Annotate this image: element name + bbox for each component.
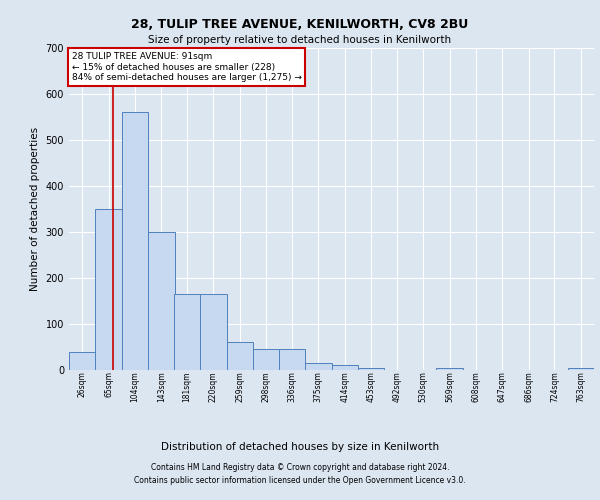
Y-axis label: Number of detached properties: Number of detached properties xyxy=(30,126,40,291)
Bar xyxy=(227,342,253,370)
Text: Distribution of detached houses by size in Kenilworth: Distribution of detached houses by size … xyxy=(161,442,439,452)
Bar xyxy=(148,232,175,370)
Bar xyxy=(279,350,305,370)
Bar xyxy=(200,294,227,370)
Bar xyxy=(95,209,122,370)
Bar xyxy=(253,350,280,370)
Bar xyxy=(69,352,95,370)
Bar xyxy=(122,112,148,370)
Text: 28, TULIP TREE AVENUE, KENILWORTH, CV8 2BU: 28, TULIP TREE AVENUE, KENILWORTH, CV8 2… xyxy=(131,18,469,30)
Bar xyxy=(305,363,331,370)
Text: Contains public sector information licensed under the Open Government Licence v3: Contains public sector information licen… xyxy=(134,476,466,485)
Bar xyxy=(358,368,384,370)
Text: Contains HM Land Registry data © Crown copyright and database right 2024.: Contains HM Land Registry data © Crown c… xyxy=(151,464,449,472)
Bar xyxy=(331,366,358,370)
Bar xyxy=(568,368,594,370)
Bar xyxy=(436,368,463,370)
Text: 28 TULIP TREE AVENUE: 91sqm
← 15% of detached houses are smaller (228)
84% of se: 28 TULIP TREE AVENUE: 91sqm ← 15% of det… xyxy=(72,52,302,82)
Text: Size of property relative to detached houses in Kenilworth: Size of property relative to detached ho… xyxy=(148,35,452,45)
Bar xyxy=(174,294,200,370)
